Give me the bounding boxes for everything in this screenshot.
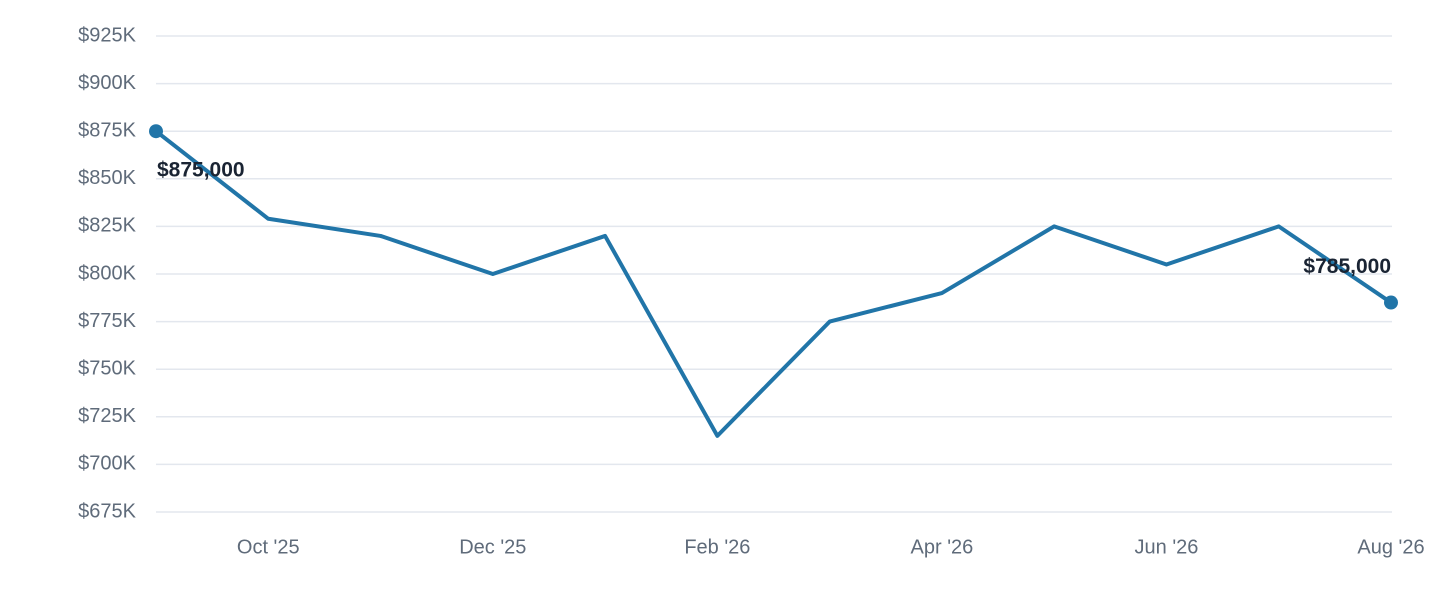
y-tick-label: $700K [78,453,136,475]
x-tick-label: Aug '26 [1357,536,1424,558]
y-tick-label: $875K [78,119,136,141]
x-tick-label: Jun '26 [1135,536,1199,558]
line [154,129,1393,438]
x-tick-label: Apr '26 [911,536,974,558]
y-tick-label: $775K [78,310,136,332]
y-tick-label: $900K [78,72,136,94]
y-tick-label: $850K [78,167,136,189]
y-tick-label: $675K [78,500,136,522]
value-label: $785,000 [1303,255,1391,278]
y-tick-label: $925K [78,24,136,46]
y-tick-label: $800K [78,262,136,284]
x-tick-label: Dec '25 [459,536,526,558]
x-tick-label: Feb '26 [684,536,750,558]
x-tick-label: Oct '25 [237,536,300,558]
point [1384,295,1398,310]
y-tick-label: $750K [78,357,136,379]
y-tick-label: $825K [78,215,136,237]
value-label: $875,000 [157,159,245,182]
y-tick-label: $725K [78,405,136,427]
point [149,124,163,139]
